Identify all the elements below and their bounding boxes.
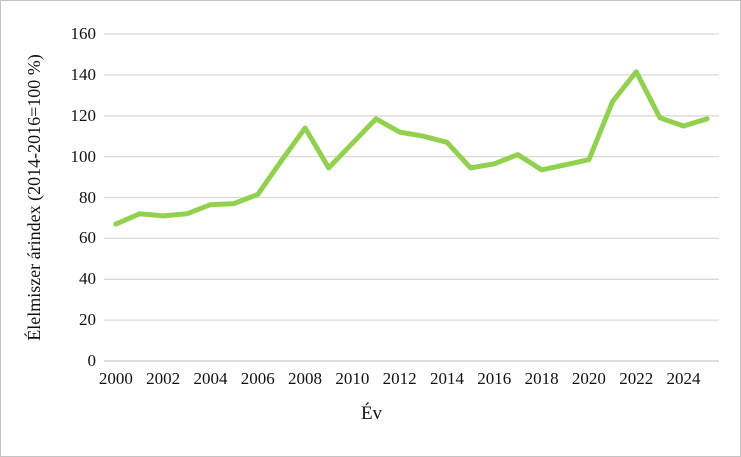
x-tick-label: 2014 <box>429 369 464 388</box>
x-tick-label: 2024 <box>666 369 701 388</box>
x-tick-label: 2018 <box>524 369 559 388</box>
y-tick-label: 20 <box>79 310 96 330</box>
x-tick-label: 2004 <box>193 369 228 388</box>
y-tick-label: 80 <box>79 187 96 207</box>
x-axis-title: Év <box>360 403 383 424</box>
y-tick-label: 40 <box>79 269 96 289</box>
x-tick-label: 2020 <box>571 369 606 388</box>
data-line-series <box>113 69 710 227</box>
y-tick-label: 160 <box>70 24 97 43</box>
y-tick-label: 140 <box>70 64 97 84</box>
x-tick-label: 2022 <box>619 369 654 388</box>
x-tick-label: 2008 <box>288 369 323 388</box>
gridlines <box>104 33 719 362</box>
x-tick-label: 2012 <box>382 369 417 388</box>
y-tick-label: 60 <box>79 228 96 248</box>
x-tick-label: 2000 <box>98 369 133 388</box>
y-tick-label: 100 <box>70 146 97 166</box>
x-tick-label: 2002 <box>146 369 181 388</box>
x-tick-label: 2006 <box>240 369 275 388</box>
x-tick-label: 2016 <box>477 369 512 388</box>
x-tick-label: 2010 <box>335 369 370 388</box>
y-axis-title: Élelmiszer árindex (2014-2016=100 %) <box>24 54 44 341</box>
y-tick-label: 0 <box>87 351 97 370</box>
y-tick-label: 120 <box>70 105 97 125</box>
